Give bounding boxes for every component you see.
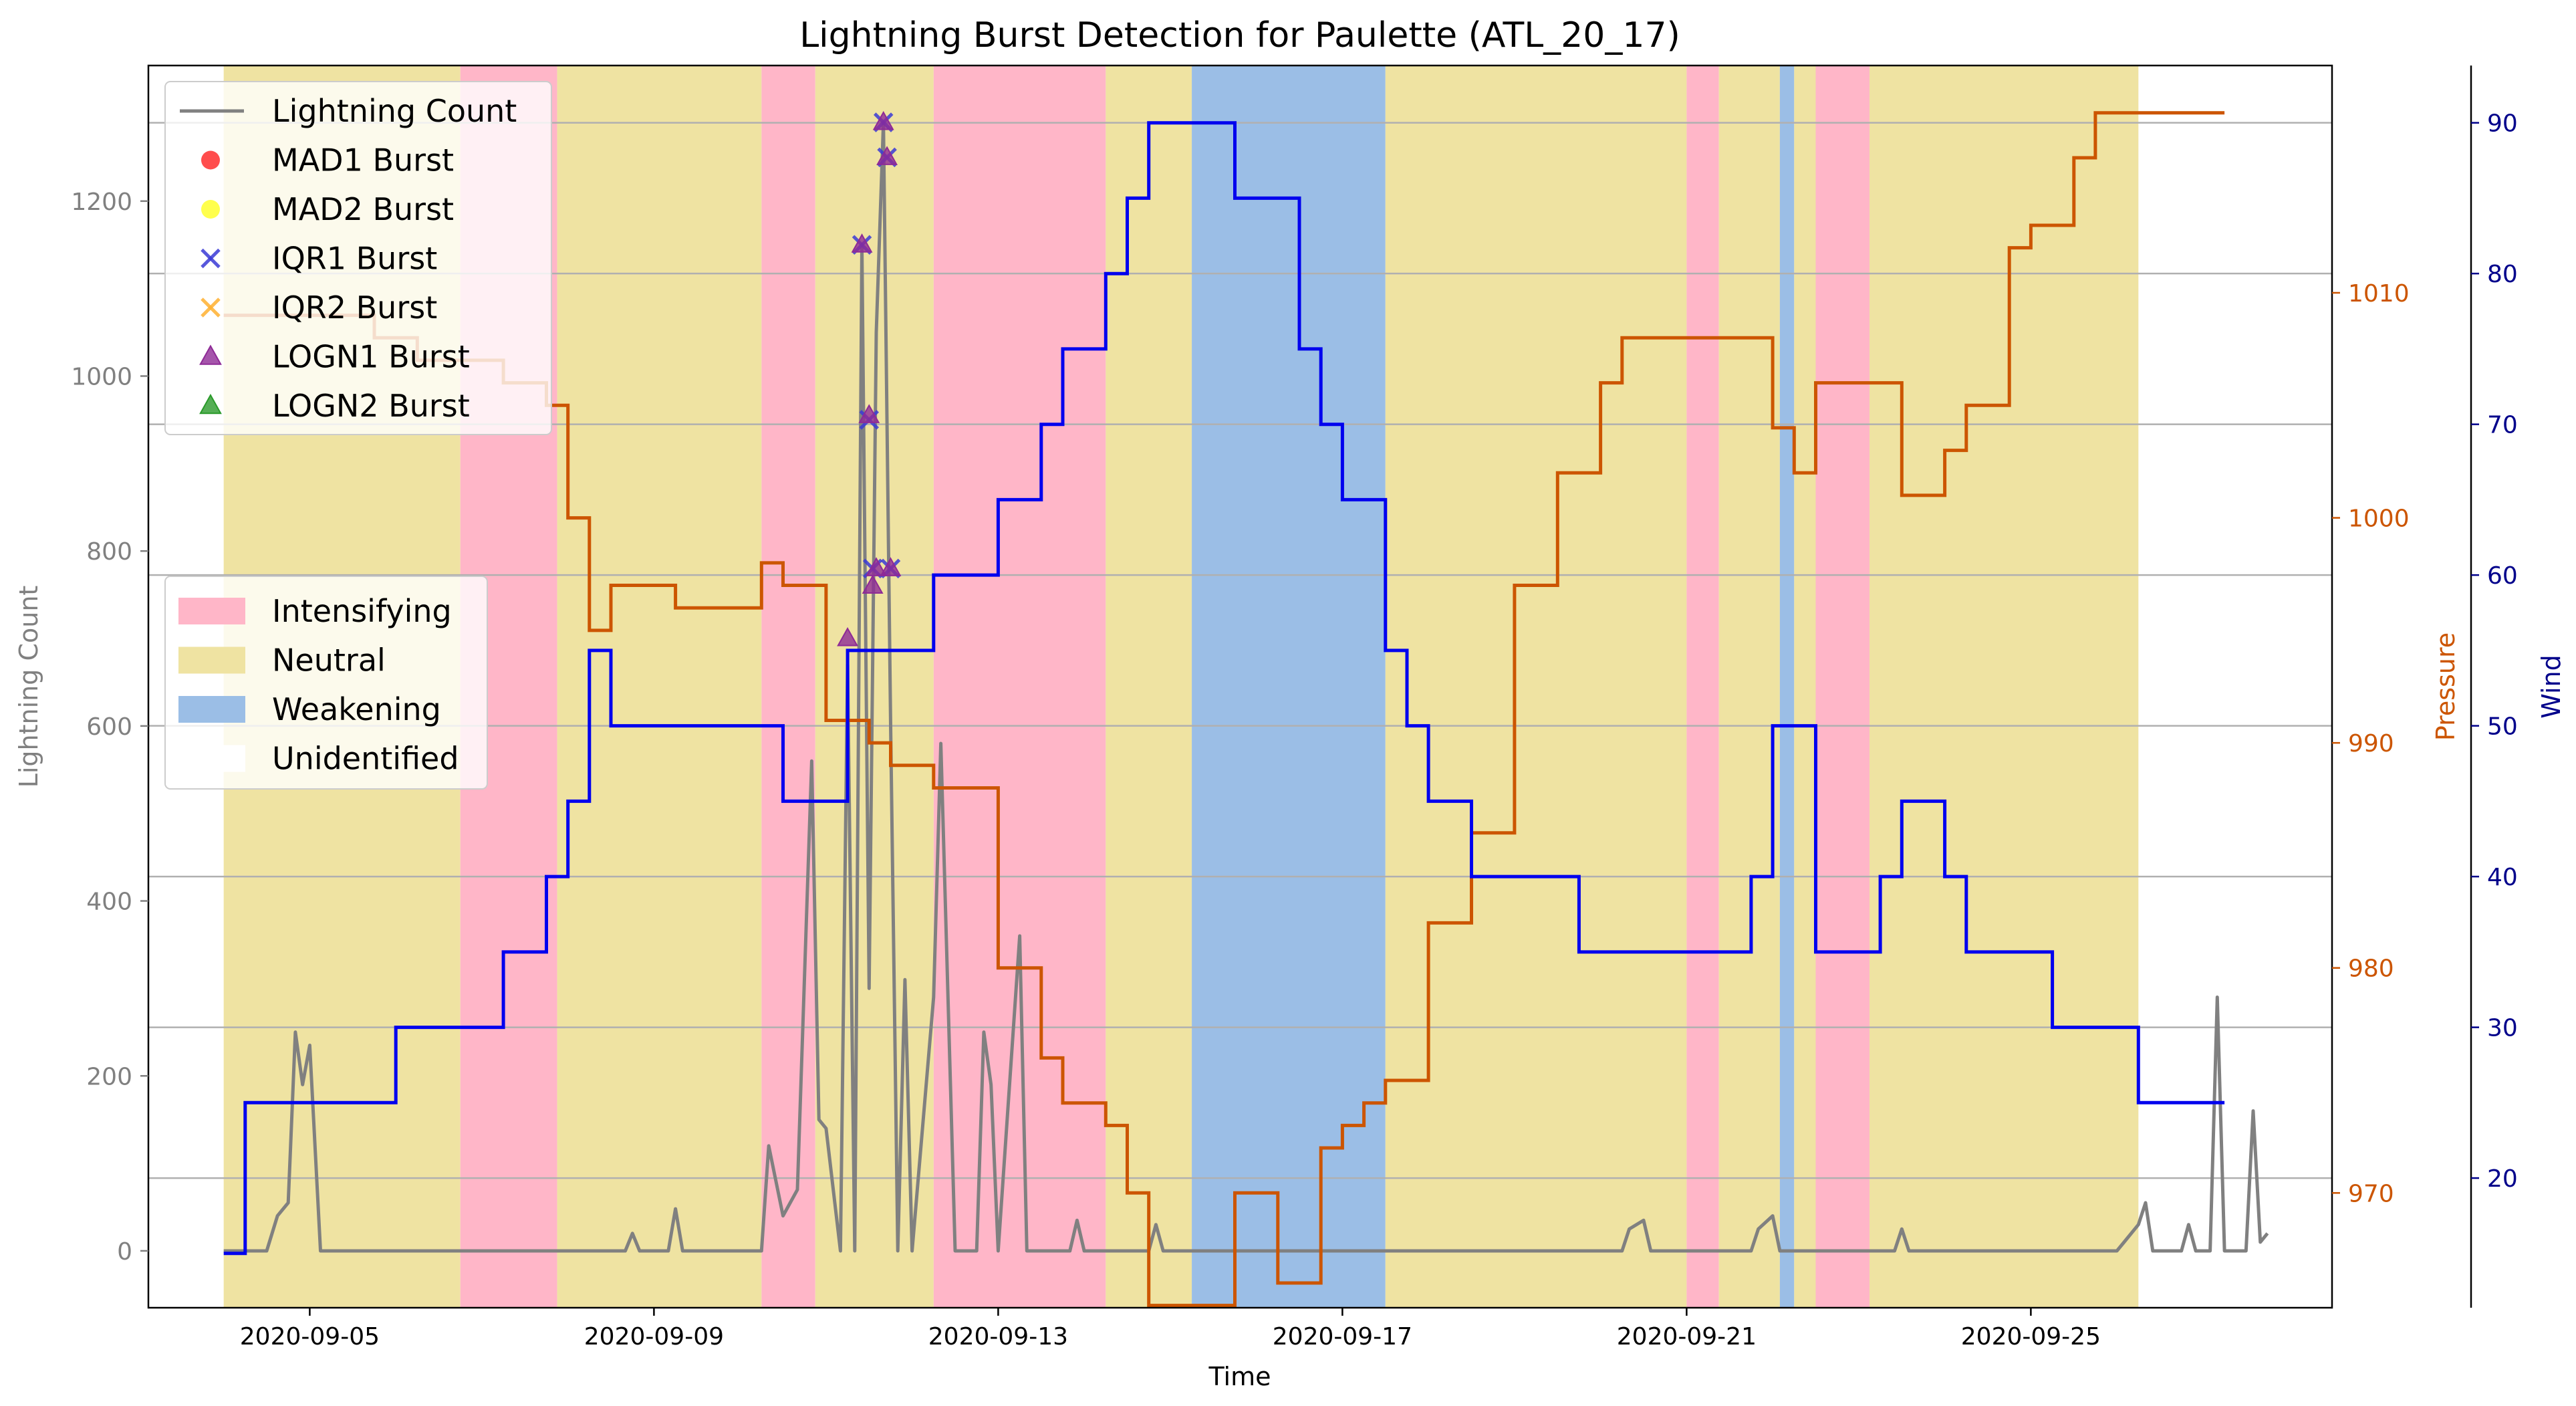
legend-phase-label: Weakening bbox=[272, 691, 441, 727]
burst-marker-logn1 bbox=[862, 574, 884, 594]
y-tick-label-pressure: 980 bbox=[2348, 955, 2394, 983]
phase-band-weakening bbox=[1779, 66, 1795, 1308]
legend-phase-swatch bbox=[178, 647, 245, 674]
legend-series-label: MAD2 Burst bbox=[272, 191, 454, 227]
phase-band-weakening bbox=[1192, 66, 1386, 1308]
burst-markers bbox=[837, 110, 902, 647]
y-tick-label-lightning: 600 bbox=[86, 713, 132, 741]
phase-band-neutral bbox=[1718, 66, 1780, 1308]
y-tick-label-wind: 40 bbox=[2487, 864, 2518, 891]
x-tick-label: 2020-09-17 bbox=[1273, 1323, 1412, 1351]
legend-series: Lightning Count MAD1 Burst MAD2 Burst IQR1 … bbox=[164, 81, 552, 435]
legend-x-swatch bbox=[201, 298, 221, 318]
legend-phase-label: Neutral bbox=[272, 642, 386, 679]
phase-band-neutral bbox=[1869, 66, 2139, 1308]
y-tick-label-wind: 90 bbox=[2487, 110, 2518, 138]
series-wind bbox=[223, 121, 2225, 1256]
burst-marker-logn1 bbox=[872, 110, 894, 130]
x-tick-label: 2020-09-13 bbox=[928, 1323, 1068, 1351]
y-tick-label-wind: 70 bbox=[2487, 412, 2518, 439]
burst-marker-logn1 bbox=[866, 557, 887, 576]
series-lightning-count bbox=[223, 120, 2269, 1253]
legend-series-label: IQR2 Burst bbox=[272, 289, 437, 326]
y-tick-label-lightning: 1000 bbox=[71, 364, 132, 391]
y-tick-label-wind: 80 bbox=[2487, 261, 2518, 288]
phase-band-intensifying bbox=[1815, 66, 1870, 1308]
legend-triangle-swatch bbox=[199, 393, 222, 415]
y-tick-label-lightning: 0 bbox=[117, 1238, 132, 1266]
legend-phase-label: Intensifying bbox=[272, 593, 452, 629]
phase-band-neutral bbox=[1106, 66, 1192, 1308]
phase-band-intensifying bbox=[933, 66, 1106, 1308]
y-axis-label-lightning: Lightning Count bbox=[14, 586, 43, 788]
legend-phase-swatch bbox=[178, 598, 245, 624]
burst-marker-logn1 bbox=[851, 233, 873, 253]
x-tick-label: 2020-09-05 bbox=[240, 1323, 380, 1351]
y-tick-label-lightning: 1200 bbox=[71, 189, 132, 216]
legend-series-box bbox=[164, 81, 552, 435]
y-tick-label-pressure: 990 bbox=[2348, 730, 2394, 757]
legend-phases-box bbox=[164, 576, 488, 790]
legend-series-label: Lightning Count bbox=[272, 93, 517, 129]
legend-phases: Intensifying Neutral Weakening Unidentified bbox=[164, 576, 488, 790]
series bbox=[223, 111, 2269, 1308]
y-tick-label-pressure: 1000 bbox=[2348, 505, 2410, 533]
legend-circle-swatch bbox=[201, 150, 220, 170]
y-tick-label-wind: 50 bbox=[2487, 713, 2518, 741]
x-tick-label: 2020-09-09 bbox=[584, 1323, 724, 1351]
plot-frame bbox=[147, 64, 2333, 1309]
legend-circle-swatch bbox=[201, 200, 220, 219]
phase-band-neutral bbox=[1794, 66, 1816, 1308]
phase-band-neutral bbox=[815, 66, 934, 1308]
y-axis-label-wind: Wind bbox=[2537, 655, 2566, 719]
y-tick-label-wind: 20 bbox=[2487, 1165, 2518, 1193]
legend-series-label: IQR1 Burst bbox=[272, 241, 437, 277]
legend-x-swatch-stroke bbox=[201, 298, 221, 318]
burst-marker-logn1 bbox=[880, 557, 902, 576]
x-tick-label: 2020-09-25 bbox=[1961, 1323, 2101, 1351]
phase-band-intensifying bbox=[1686, 66, 1719, 1308]
y-tick-label-lightning: 800 bbox=[86, 538, 132, 566]
legend-series-label: LOGN2 Burst bbox=[272, 388, 470, 424]
series-pressure bbox=[223, 111, 2225, 1308]
phase-band-neutral bbox=[557, 66, 762, 1308]
y-tick-label-lightning: 400 bbox=[86, 889, 132, 916]
x-tick-label: 2020-09-21 bbox=[1617, 1323, 1757, 1351]
legend-phase-label: Unidentified bbox=[272, 741, 459, 777]
y-tick-label-wind: 30 bbox=[2487, 1015, 2518, 1042]
chart-title: Lightning Burst Detection for Paulette (… bbox=[799, 15, 1680, 55]
legend-x-swatch-stroke bbox=[201, 248, 221, 269]
legend-series-label: MAD1 Burst bbox=[272, 142, 454, 179]
phase-band-neutral bbox=[1385, 66, 1687, 1308]
y-tick-label-wind: 60 bbox=[2487, 562, 2518, 590]
phase-band-intensifying bbox=[761, 66, 815, 1308]
legend-x-swatch bbox=[201, 248, 221, 269]
legend-phase-swatch bbox=[178, 745, 245, 772]
legend-phase-swatch bbox=[178, 696, 245, 723]
y-axis-label-pressure: Pressure bbox=[2431, 632, 2460, 741]
x-axis-label: Time bbox=[1208, 1362, 1271, 1391]
burst-marker-logn1 bbox=[837, 626, 859, 647]
burst-marker-logn1 bbox=[858, 404, 880, 423]
y-tick-label-pressure: 1010 bbox=[2348, 280, 2410, 308]
y-tick-label-lightning: 200 bbox=[86, 1063, 132, 1090]
burst-marker-logn1 bbox=[876, 146, 898, 165]
axes: 2020-09-05 2020-09-09 2020-09-13 2020-09-17… bbox=[71, 110, 2517, 1351]
legend-series-label: LOGN1 Burst bbox=[272, 339, 470, 375]
y-tick-label-pressure: 970 bbox=[2348, 1180, 2394, 1207]
legend-triangle-swatch bbox=[199, 344, 222, 365]
